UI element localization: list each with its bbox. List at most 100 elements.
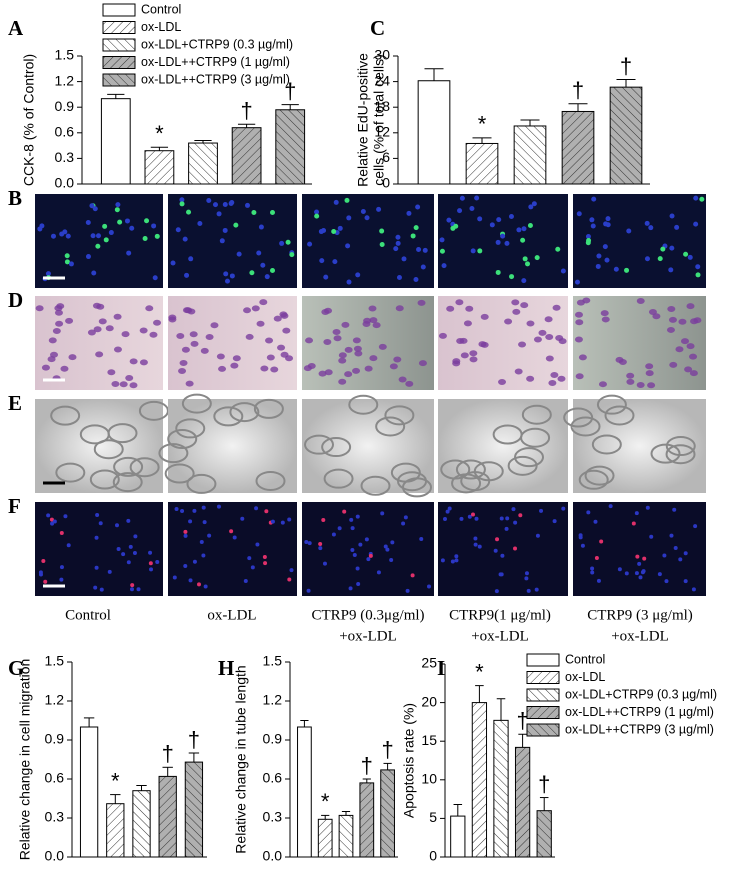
significance-marker: * [111,768,120,793]
cell [648,225,654,231]
cell [348,586,353,591]
y-tick-label: 10 [421,771,437,787]
cell [259,299,268,306]
cell [595,263,601,269]
y-axis-label: cells (% of total cells) [371,54,387,185]
cell [586,510,591,515]
cell [168,316,177,323]
cell [376,206,382,212]
cell [181,346,190,353]
cell [245,202,251,208]
cell [548,380,557,387]
cell [108,230,114,236]
cell [522,256,528,262]
tube [321,437,352,458]
cell [683,551,688,556]
cell [41,558,46,563]
cell [306,588,311,593]
cell [652,313,661,320]
cell [368,553,373,558]
cell [669,245,675,251]
cell [669,533,674,538]
bar-group [536,797,552,858]
cell [395,240,401,246]
cell [664,579,669,584]
cell [504,318,513,325]
cell [66,543,71,548]
cell [426,584,431,589]
bar-group [158,766,177,858]
cell [528,204,534,210]
cell [145,305,154,312]
bar [106,803,125,858]
cell [129,587,134,592]
cell [505,516,510,521]
legend-swatch [526,706,560,719]
cell [575,319,584,326]
cell [495,239,501,245]
cell [55,320,64,327]
cell [499,516,504,521]
cell [590,570,595,575]
cell [139,327,148,334]
cell [379,228,385,234]
micrograph [168,194,297,288]
panel-letter: F [8,494,21,518]
cell [232,535,237,540]
cell [90,233,96,239]
y-axis-label: Relative change in cell migration [17,659,33,861]
cell [589,217,595,223]
cell [645,363,654,370]
cell [184,272,190,278]
cell [62,229,68,235]
cell [695,272,701,278]
cell [369,317,378,324]
cell [262,555,267,560]
cell [591,196,597,202]
cell [338,357,347,364]
cell [578,535,583,540]
cell [369,355,378,362]
bar [493,719,509,858]
cell [645,505,650,510]
cell [35,305,44,312]
cell [183,529,188,534]
cell [363,317,372,324]
bar [338,814,354,858]
micrograph-bg [573,502,706,596]
cell [205,333,214,340]
cell [520,237,526,243]
cell [322,561,327,566]
cell [41,364,50,371]
micrograph [438,296,568,390]
cell [360,208,366,214]
cell [255,542,260,547]
cell [459,195,465,201]
column-label: CTRP9 (0.3μg/ml) [311,607,424,623]
tube [186,473,217,494]
cell [256,320,265,327]
significance-marker: † [538,771,550,796]
y-tick-label: 0 [382,175,390,191]
micrograph-bg [168,502,297,596]
cell [107,369,116,376]
y-tick-label: 0.0 [263,848,283,864]
cell [170,260,176,266]
cell [527,223,533,229]
cell [183,533,188,538]
cell [201,553,206,558]
cell [344,346,353,353]
y-tick-label: 0.3 [55,149,75,165]
cell [520,302,529,309]
cell [233,222,239,228]
cell [188,519,193,524]
cell [332,259,338,265]
cell [314,209,320,215]
cell [59,577,64,582]
cell [645,370,654,377]
cell [693,221,699,227]
cell [470,512,475,517]
cell [395,305,404,312]
cell [54,309,63,316]
tube [93,439,124,460]
